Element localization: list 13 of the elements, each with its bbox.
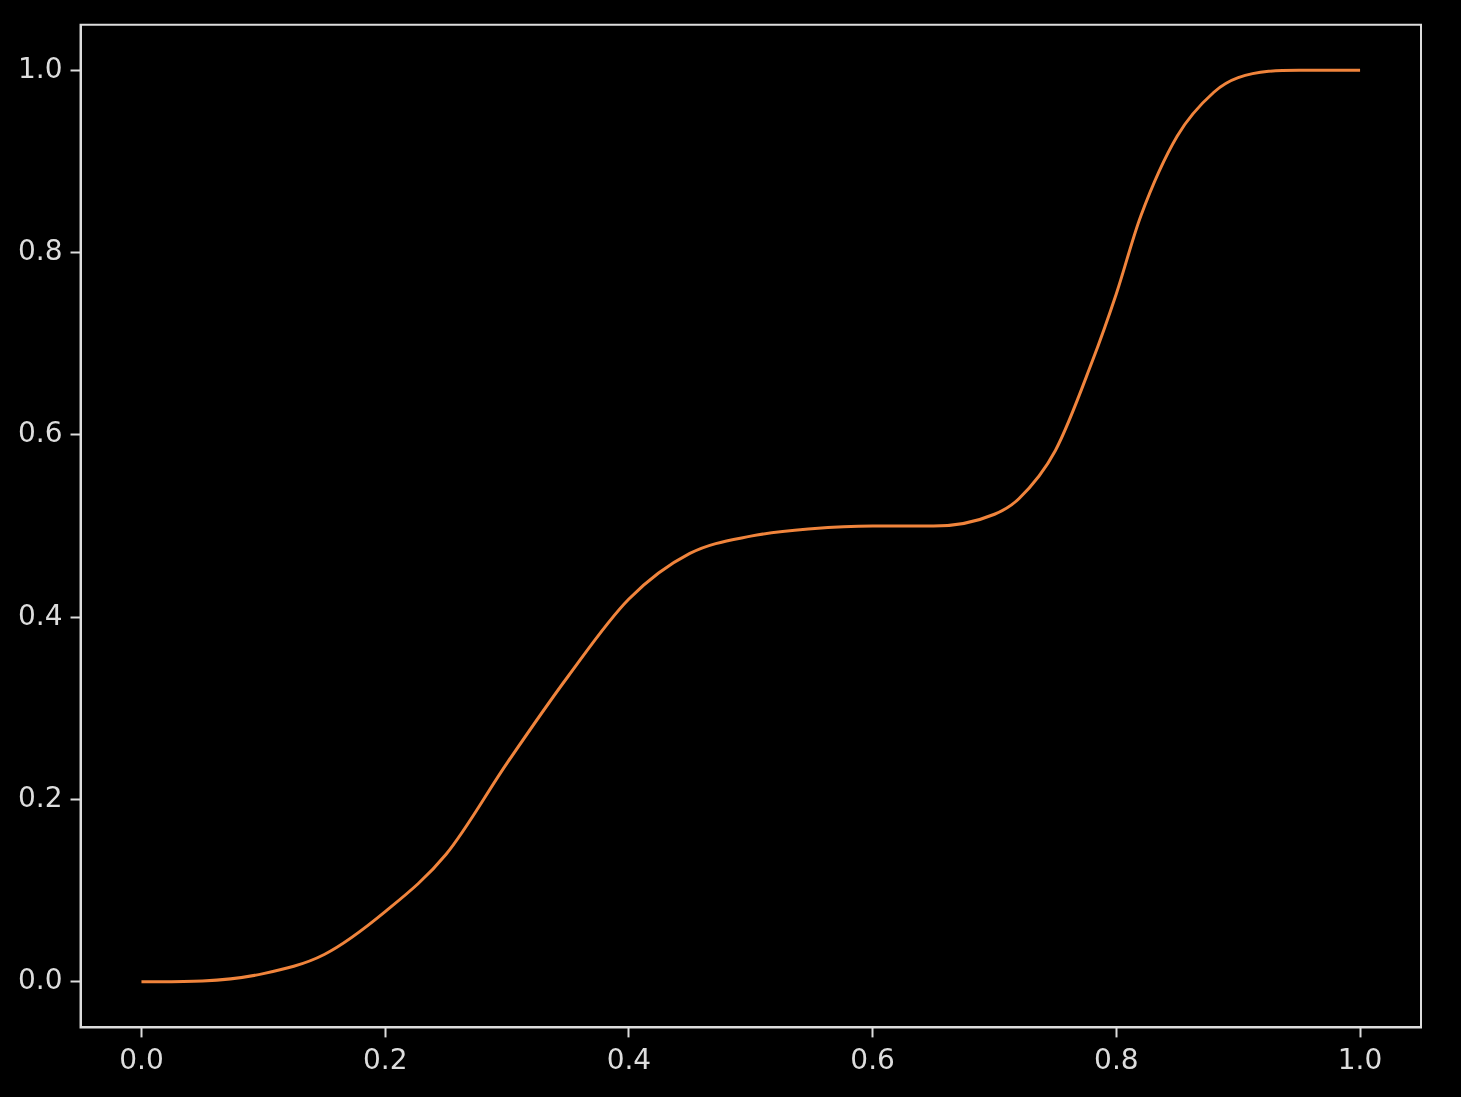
x-tick-label: 0.2 (362, 1043, 408, 1077)
y-tick-label: 1.0 (18, 51, 63, 85)
y-tick-label: 0.0 (18, 963, 63, 997)
line-series (139, 68, 1362, 984)
x-tick-label: 0.4 (606, 1043, 652, 1077)
x-tick-label: 1.0 (1337, 1043, 1383, 1077)
y-tick-label: 0.6 (18, 416, 63, 450)
y-tick-label: 0.8 (18, 233, 63, 267)
y-tick-label: 0.4 (18, 598, 63, 632)
y-tick-label: 0.2 (18, 780, 63, 814)
x-tick-label: 0.8 (1094, 1043, 1139, 1077)
x-tick-label: 0.6 (850, 1043, 895, 1077)
x-tick-label: 0.0 (119, 1043, 164, 1077)
